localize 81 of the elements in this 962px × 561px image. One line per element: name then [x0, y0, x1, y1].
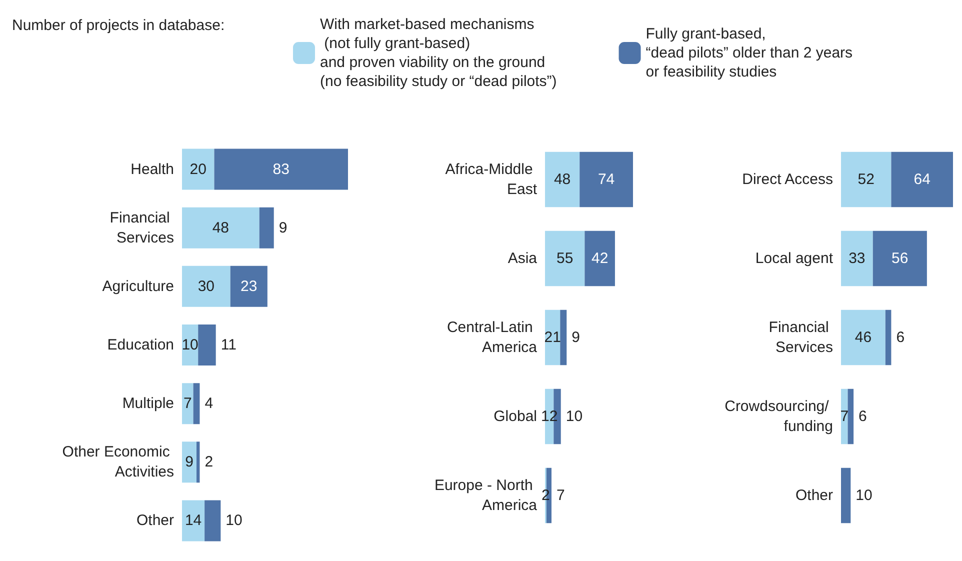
y-tick-label: Asia [508, 250, 538, 267]
legend-label: Fully grant-based, “dead pilots” older than 2 years or feasibility studies [646, 26, 853, 80]
bar [560, 310, 567, 366]
y-tick-label: Education [107, 336, 174, 354]
bar [891, 152, 953, 208]
data-label: 64 [914, 171, 930, 188]
bar [841, 152, 892, 208]
data-label: 55 [556, 250, 574, 267]
y-tick-label: Europe - North America [434, 477, 538, 514]
data-label: 9 [278, 219, 288, 236]
y-tick-label: Africa-Middle East [445, 161, 538, 198]
bar [204, 500, 221, 542]
data-label: 48 [212, 219, 230, 236]
y-tick-label: Local agent [755, 250, 834, 267]
data-label: 4 [204, 395, 214, 412]
bar [198, 324, 216, 366]
bar [193, 383, 200, 424]
bar [584, 230, 615, 286]
data-label: 10 [226, 512, 242, 530]
data-label: 83 [272, 160, 290, 178]
y-tick-label: Multiple [122, 395, 174, 412]
data-label: 7 [183, 395, 192, 412]
y-tick-label: Agriculture [102, 278, 174, 295]
bar [841, 468, 851, 524]
data-label: 10 [856, 487, 872, 504]
bar [841, 310, 886, 366]
bar [182, 148, 214, 190]
bar [848, 388, 854, 444]
data-label: 2 [204, 454, 214, 471]
y-tick-label: Financial Services [110, 209, 174, 246]
data-label: 7 [556, 487, 565, 504]
bar [580, 152, 633, 208]
data-label: 21 [544, 329, 561, 346]
bar [885, 310, 892, 366]
data-label: 48 [554, 171, 571, 188]
y-tick-label: Financial Services [768, 319, 833, 356]
bar [545, 310, 560, 366]
data-label: 20 [190, 160, 206, 178]
bar [214, 148, 348, 190]
y-tick-label: Other [136, 512, 174, 530]
bar [182, 383, 194, 424]
y-tick-label: Direct Access [742, 171, 833, 188]
bar [230, 266, 268, 307]
legend-title: Number of projects in database: [12, 17, 225, 34]
data-label: 2 [542, 487, 550, 504]
data-label: 33 [848, 250, 866, 267]
data-label: 11 [220, 336, 236, 354]
data-label: 9 [185, 454, 194, 471]
data-label: 6 [858, 408, 867, 425]
data-label: 56 [892, 250, 908, 267]
bar [259, 207, 274, 248]
data-label: 9 [572, 329, 580, 346]
data-label: 52 [858, 171, 874, 188]
bar [545, 230, 585, 286]
data-label: 12 [540, 408, 558, 425]
y-tick-label: Other [795, 487, 834, 504]
legend-label: With market-based mechanisms (not fully grant-based) and proven viability on the ground (no feasibility study or “dead pilots”) [320, 16, 557, 90]
data-label: 23 [240, 278, 258, 295]
bar [182, 500, 205, 542]
data-label: 14 [184, 512, 202, 530]
y-tick-label: Other Economic Activities [62, 444, 174, 481]
data-label: 10 [182, 336, 198, 354]
y-tick-label: Central-Latin America [446, 319, 538, 356]
y-tick-label: Crowdsourcing/ funding [724, 398, 833, 435]
data-label: 7 [840, 408, 849, 425]
data-label: 42 [591, 250, 608, 267]
bar [841, 388, 848, 444]
bar [872, 230, 927, 286]
data-label: 30 [198, 278, 215, 295]
y-tick-label: Global [494, 408, 537, 425]
bar [182, 266, 230, 307]
bar [841, 230, 873, 286]
data-label: 74 [598, 171, 615, 188]
y-tick-label: Health [130, 160, 174, 178]
data-label: 6 [896, 329, 905, 346]
data-label: 46 [854, 329, 872, 346]
bar [182, 207, 260, 248]
bar [182, 442, 197, 483]
bar [545, 152, 580, 208]
bar [196, 442, 200, 483]
data-label: 10 [566, 408, 583, 425]
